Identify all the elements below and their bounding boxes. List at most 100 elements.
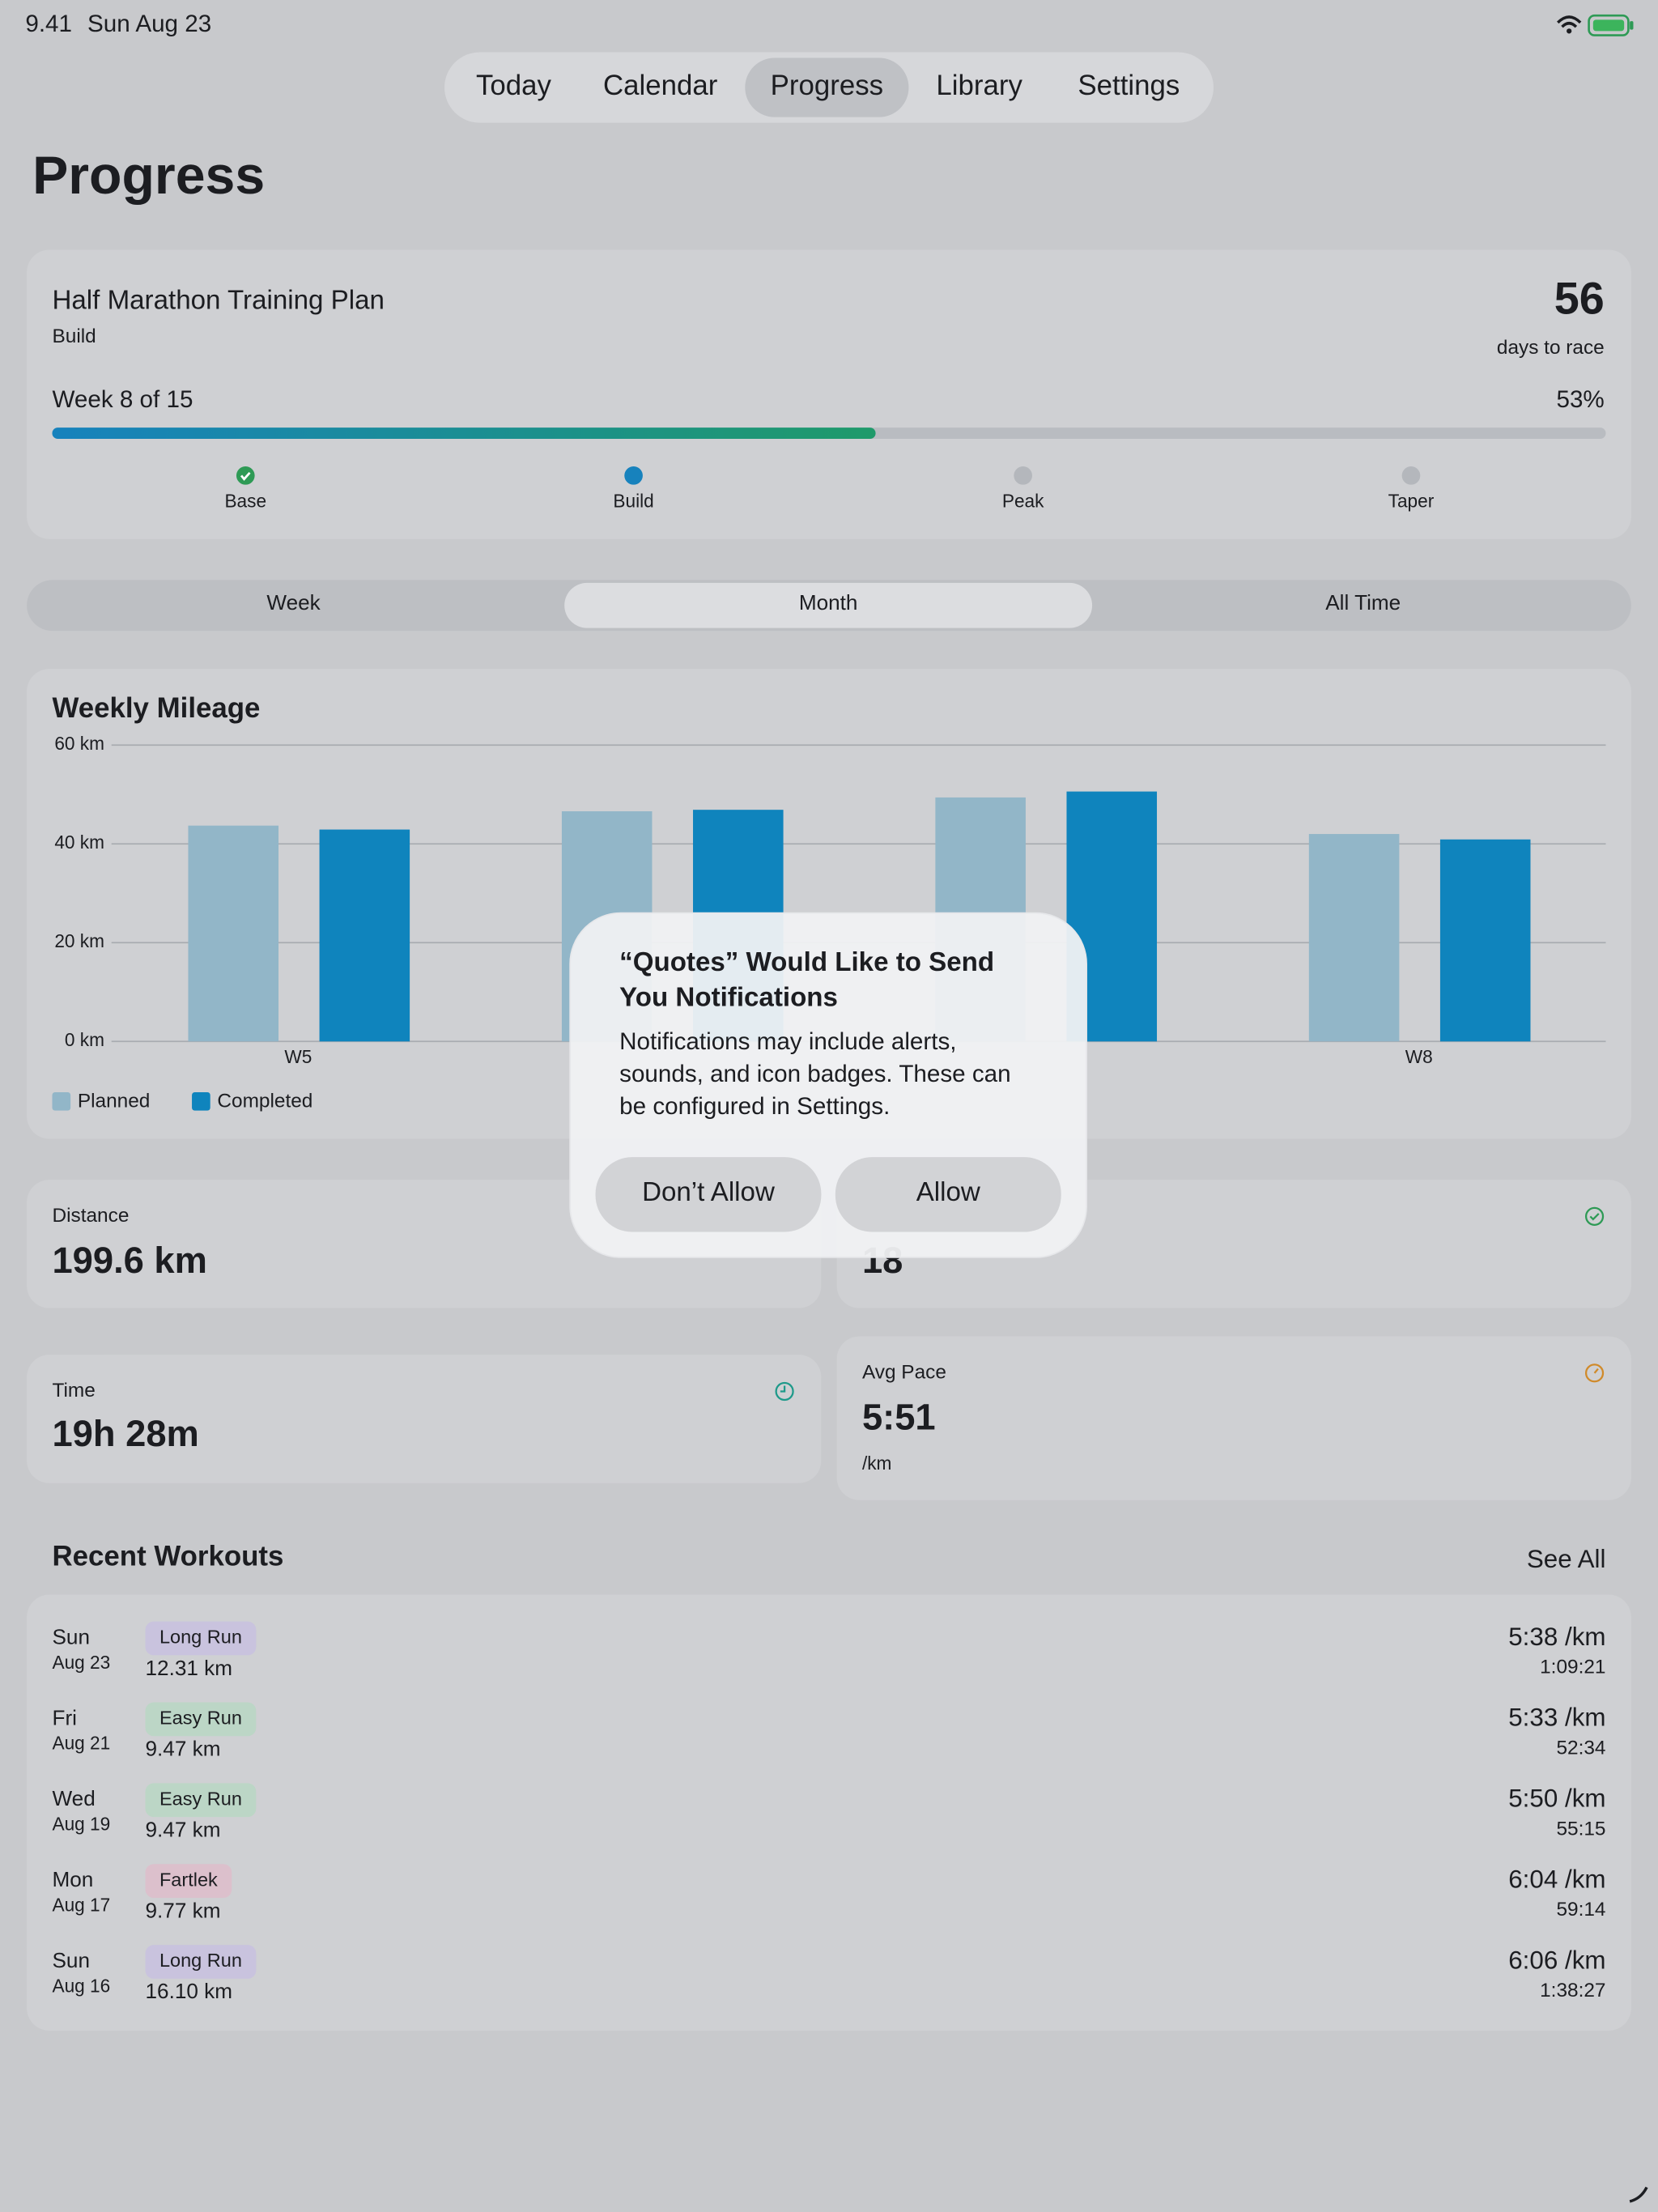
stat-label: Distance — [52, 1205, 129, 1227]
days-count: 56 — [1554, 274, 1605, 324]
y-tick-label: 20 km — [54, 930, 104, 951]
plan-phase: Build — [52, 325, 96, 347]
plan-title: Half Marathon Training Plan — [52, 286, 384, 316]
dialog-title: “Quotes” Would Like to Send — [619, 947, 994, 977]
phase-dot — [1401, 466, 1421, 485]
y-tick-label: 40 km — [54, 832, 104, 853]
workout-date: Aug 23 — [52, 1652, 110, 1673]
workout-tag-bg — [145, 1702, 257, 1737]
workout-tag-bg — [145, 1783, 257, 1818]
workout-tag-bg — [145, 1864, 232, 1899]
workout-distance: 16.10 km — [146, 1979, 232, 2003]
dialog-message: sounds, and icon badges. These can — [619, 1061, 1010, 1087]
phase-dot — [236, 466, 255, 485]
range-tab[interactable]: Month — [799, 590, 858, 615]
stat-value: 199.6 km — [52, 1240, 206, 1281]
workout-tag-bg — [145, 1945, 257, 1979]
phase-dot — [624, 466, 643, 485]
dialog-message: Notifications may include alerts, — [619, 1028, 956, 1055]
workout-duration: 1:09:21 — [1540, 1657, 1605, 1678]
workout-pace: 5:38 /km — [1508, 1623, 1605, 1651]
clock-icon — [775, 1381, 794, 1402]
workout-distance: 9.77 km — [146, 1898, 221, 1922]
stat-card — [27, 1355, 822, 1483]
stat-card — [836, 1336, 1631, 1500]
status-time: 9.41 — [25, 11, 72, 37]
chart-title: Weekly Mileage — [52, 692, 260, 724]
clock-icon — [780, 1385, 786, 1393]
workout-tag: Long Run — [159, 1627, 242, 1648]
x-tick-label: W5 — [284, 1046, 312, 1067]
tab[interactable]: Today — [476, 70, 552, 101]
workout-day: Sun — [52, 1624, 89, 1648]
tab[interactable]: Settings — [1078, 70, 1180, 101]
workout-day: Sun — [52, 1948, 89, 1972]
workout-date: Aug 17 — [52, 1894, 110, 1915]
tab[interactable]: Library — [936, 70, 1022, 101]
workouts-card — [27, 1594, 1631, 2031]
range-tab[interactable]: Week — [266, 590, 321, 615]
workout-duration: 55:15 — [1556, 1818, 1605, 1840]
workout-tag: Easy Run — [159, 1708, 242, 1729]
stat-label: Time — [52, 1380, 95, 1402]
workout-pace: 6:04 /km — [1508, 1865, 1605, 1893]
workout-date: Aug 21 — [52, 1733, 110, 1754]
check-icon — [1589, 1213, 1600, 1221]
workout-day: Fri — [52, 1705, 76, 1729]
workout-date: Aug 16 — [52, 1975, 110, 1996]
stat-value: 5:51 — [862, 1396, 936, 1437]
legend-swatch — [52, 1092, 71, 1111]
y-tick-label: 60 km — [54, 733, 104, 754]
phase-label: Base — [224, 490, 266, 511]
page-title: Progress — [32, 146, 265, 206]
tab[interactable]: Calendar — [603, 70, 718, 101]
workout-pace: 6:06 /km — [1508, 1946, 1605, 1974]
y-tick-label: 0 km — [65, 1029, 104, 1050]
x-tick-label: W8 — [1405, 1046, 1433, 1067]
legend-swatch — [192, 1092, 210, 1111]
allow-label[interactable]: Allow — [916, 1177, 980, 1207]
pace-icon — [1584, 1363, 1605, 1383]
deny-button[interactable] — [595, 1157, 822, 1232]
check — [240, 471, 251, 481]
allow-button[interactable] — [835, 1157, 1061, 1232]
range-tab[interactable]: All Time — [1325, 590, 1401, 615]
dialog-title: You Notifications — [619, 983, 838, 1013]
stat-value: 19h 28m — [52, 1413, 198, 1454]
workout-tag: Fartlek — [159, 1869, 218, 1890]
tab-selected — [745, 57, 909, 117]
check-icon — [1584, 1206, 1605, 1226]
tab[interactable]: Progress — [771, 70, 883, 101]
workout-day: Wed — [52, 1786, 95, 1810]
workout-tag: Long Run — [159, 1950, 242, 1971]
workout-distance: 12.31 km — [146, 1656, 232, 1680]
workout-tag-bg — [145, 1621, 257, 1656]
deny-label[interactable]: Don’t Allow — [642, 1177, 775, 1207]
workout-day: Mon — [52, 1867, 93, 1891]
plan-card — [27, 249, 1631, 539]
status-date: Sun Aug 23 — [87, 11, 211, 37]
workout-distance: 9.47 km — [146, 1737, 221, 1761]
bar — [1308, 834, 1400, 1042]
workout-duration: 1:38:27 — [1540, 1980, 1605, 2001]
stat-label: Avg Pace — [862, 1361, 946, 1383]
workout-distance: 9.47 km — [146, 1817, 221, 1841]
chart-card — [27, 669, 1631, 1139]
phase-label: Taper — [1388, 490, 1435, 511]
legend-label: Planned — [78, 1091, 151, 1112]
legend-label: Completed — [217, 1091, 312, 1112]
days-label: days to race — [1497, 337, 1605, 359]
phase-label: Peak — [1002, 490, 1044, 511]
bar — [1439, 839, 1531, 1042]
workout-date: Aug 19 — [52, 1814, 110, 1835]
pace-icon — [1593, 1368, 1599, 1374]
range-selected — [564, 582, 1093, 628]
see-all-link[interactable]: See All — [1527, 1545, 1606, 1573]
bar — [188, 825, 279, 1042]
workout-pace: 5:33 /km — [1508, 1704, 1605, 1732]
section-title: Recent Workouts — [52, 1540, 283, 1572]
stat-unit: /km — [862, 1453, 891, 1474]
workout-duration: 52:34 — [1556, 1737, 1605, 1759]
